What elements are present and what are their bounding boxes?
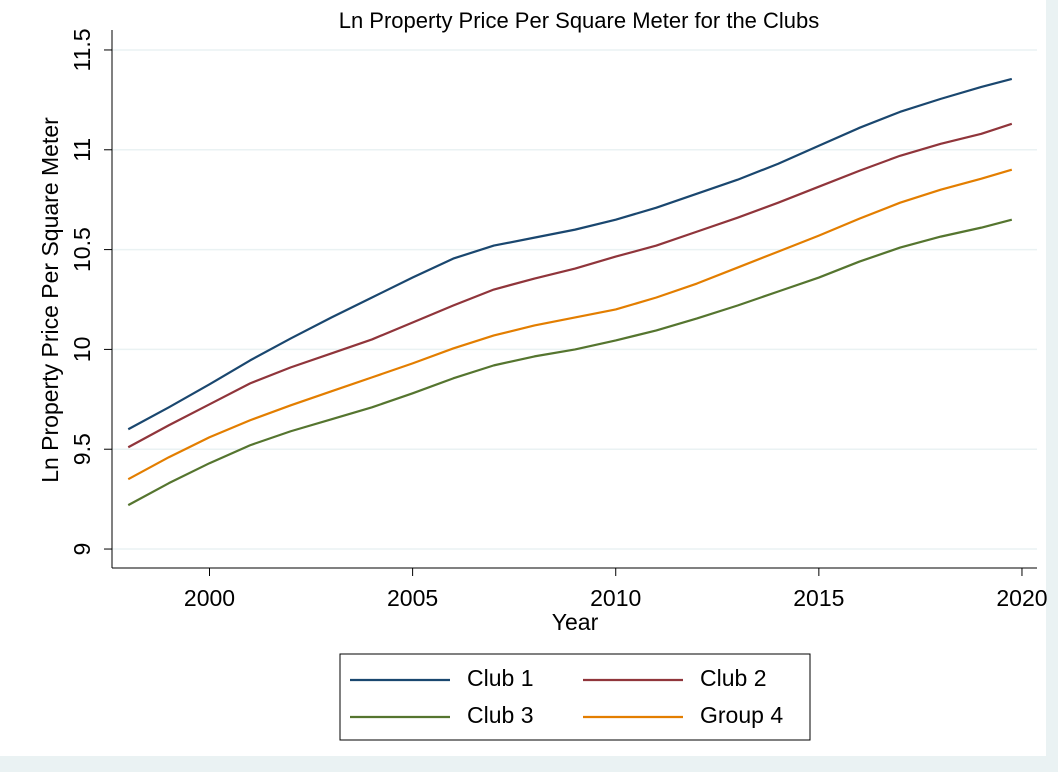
legend-label: Club 3 [467,702,533,728]
x-tick-label: 2020 [996,585,1047,611]
x-tick-label: 2005 [387,585,438,611]
series-line [127,218,1013,507]
y-tick-label: 11 [69,138,95,162]
series-line [127,122,1013,449]
x-tick-label: 2000 [184,585,235,611]
y-tick-label: 11.5 [69,28,95,71]
legend-label: Club 1 [467,665,533,691]
graph-region [0,0,1046,756]
y-tick-label: 10.5 [69,227,95,272]
x-tick-label: 2015 [793,585,844,611]
y-axis-title: Ln Property Price Per Square Meter [37,117,63,483]
x-axis-title: Year [552,609,599,635]
series-line [127,77,1013,431]
y-tick-label: 10 [69,337,95,363]
y-tick-label: 9 [69,543,95,556]
legend-label: Club 2 [700,665,766,691]
legend-label: Group 4 [700,702,783,728]
x-tick-label: 2010 [590,585,641,611]
y-tick-label: 9.5 [69,433,95,465]
series-line [127,168,1013,481]
legend-box [339,653,811,741]
chart-title: Ln Property Price Per Square Meter for t… [339,8,820,33]
